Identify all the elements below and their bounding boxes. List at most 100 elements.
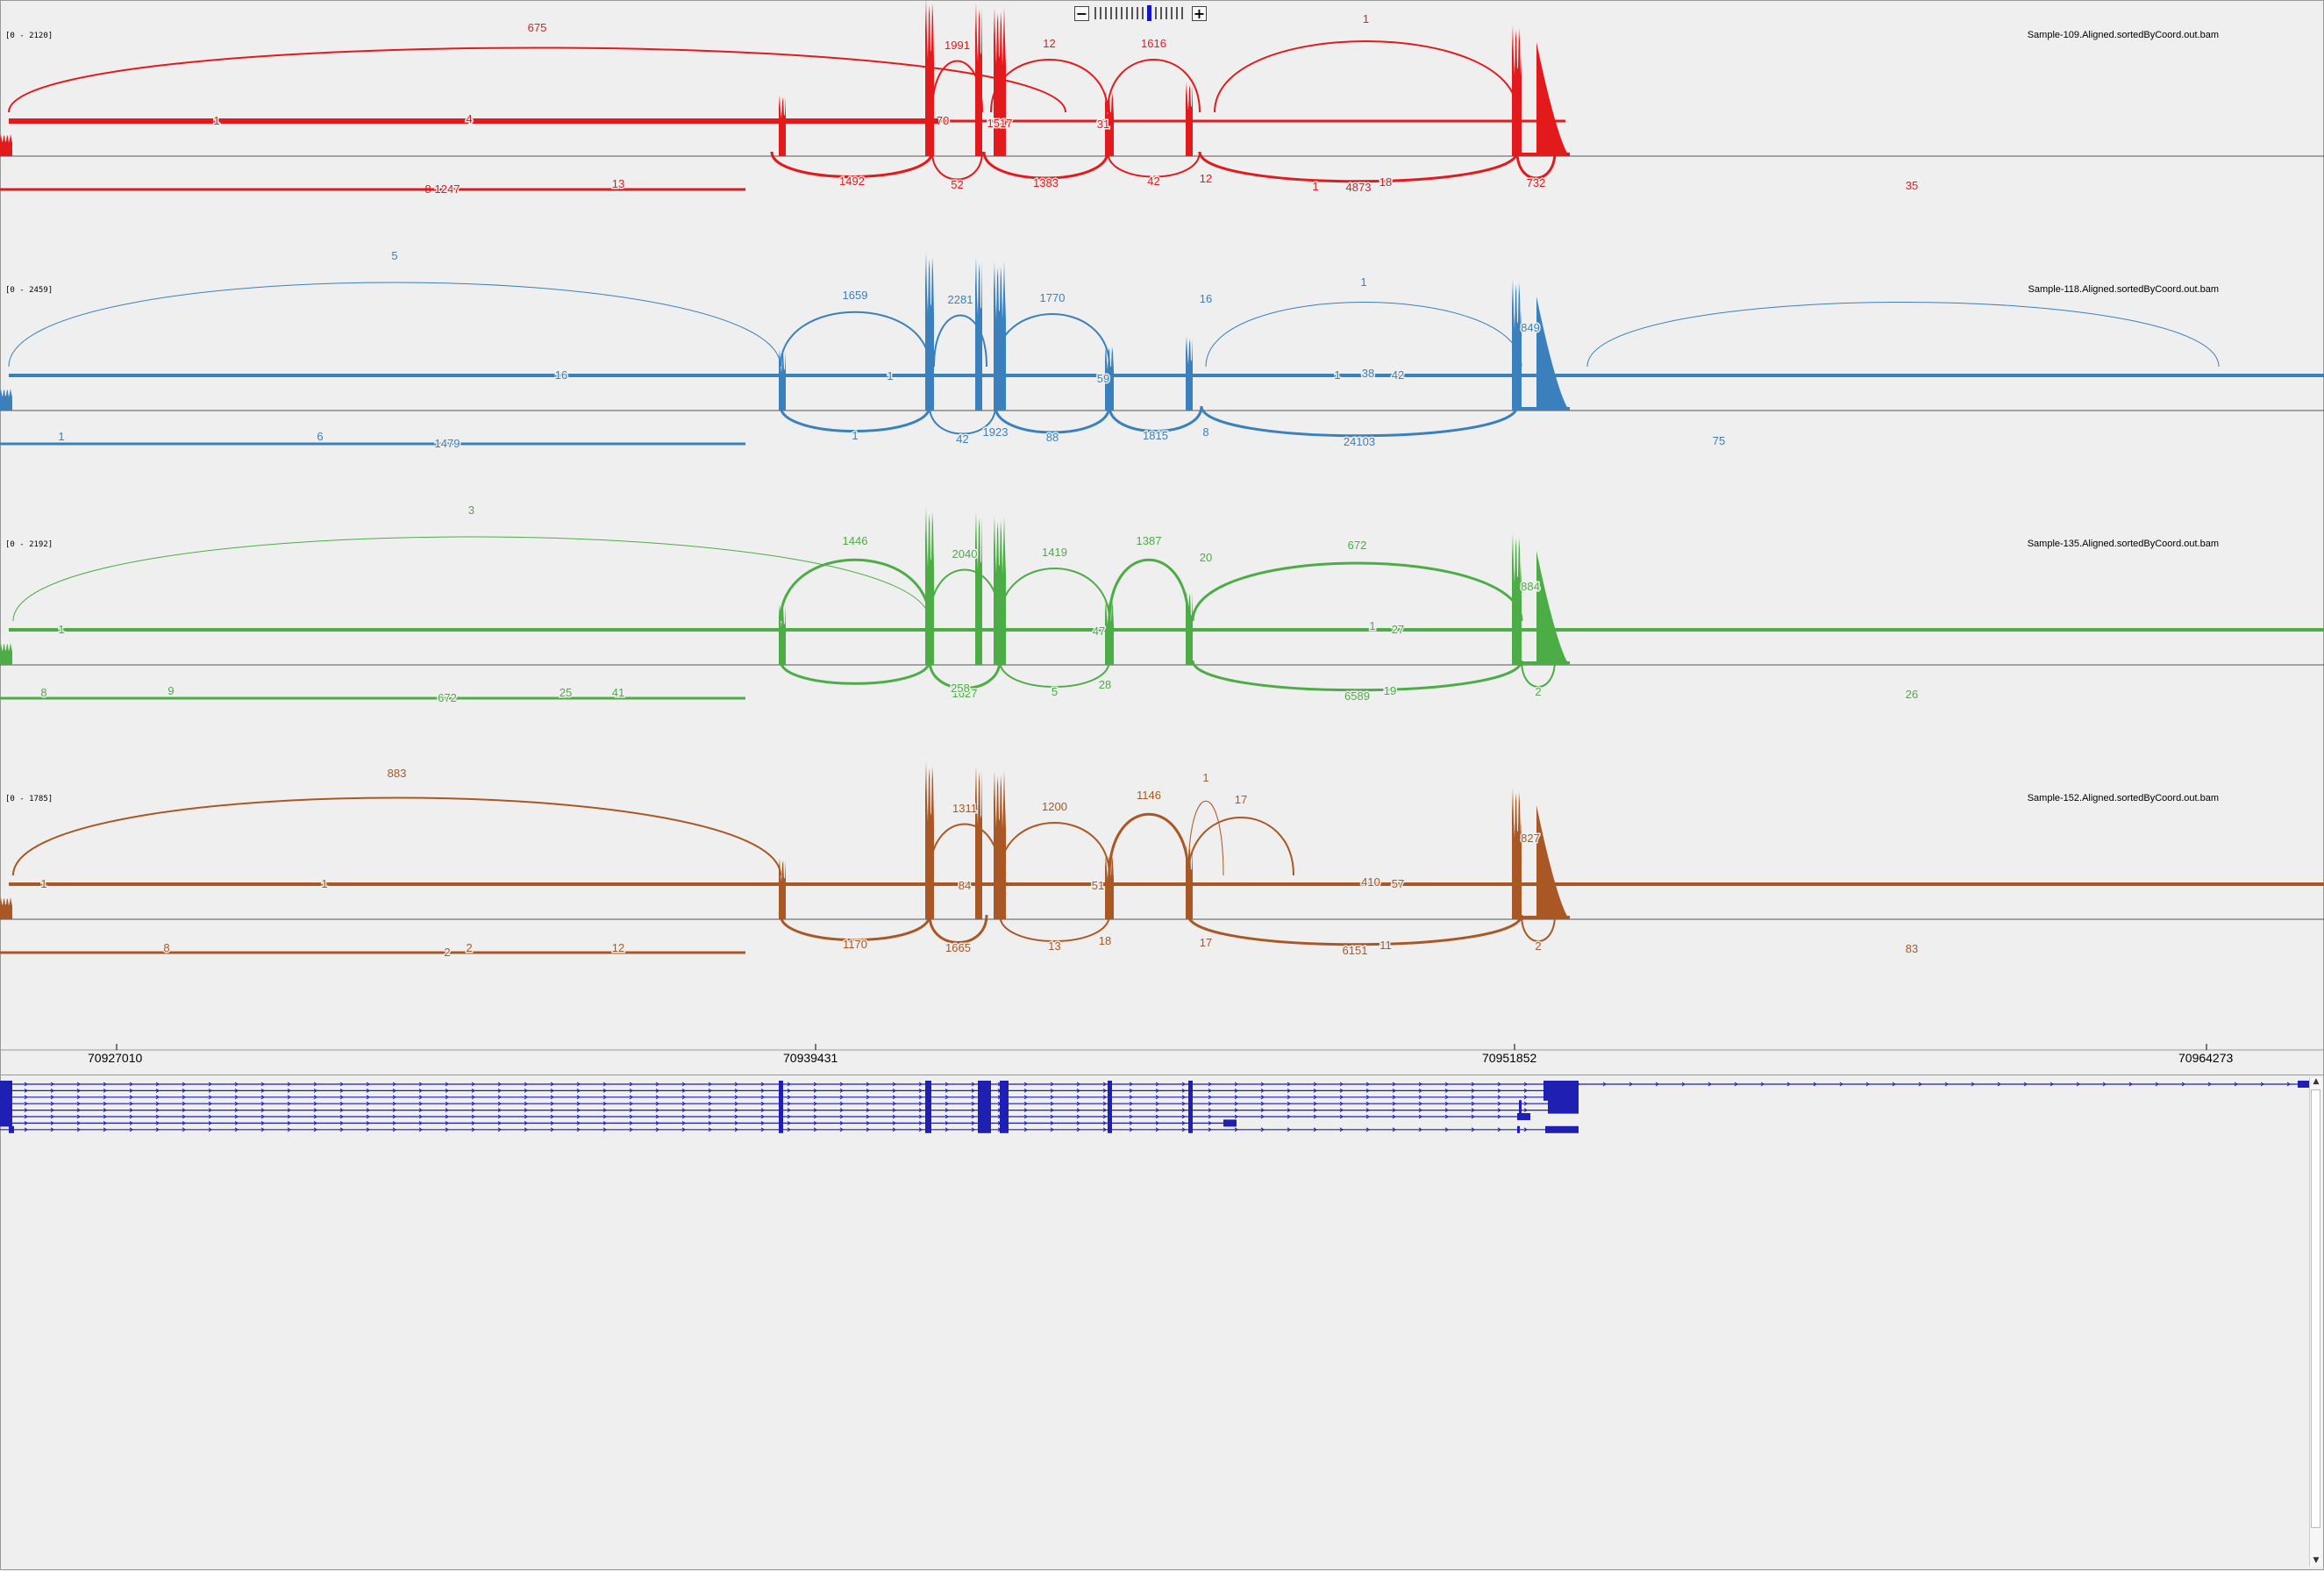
zoom-level-tick[interactable] (1126, 7, 1128, 19)
zoom-level-tick[interactable] (1116, 7, 1117, 19)
strand-arrow-icon (1260, 1108, 1265, 1113)
zoom-level-tick[interactable] (1176, 7, 1178, 19)
zoom-level-tick[interactable] (1171, 7, 1173, 19)
junction-arc[interactable] (1108, 558, 1190, 622)
junction-arc[interactable] (999, 568, 1110, 622)
strand-arrow-icon (339, 1120, 344, 1125)
strand-arrow-icon (813, 1082, 817, 1087)
zoom-level-tick[interactable] (1121, 7, 1123, 19)
scroll-up-icon[interactable]: ▲ (2313, 1077, 2320, 1086)
zoom-out-button[interactable]: − (1074, 4, 1089, 22)
zoom-level-tick[interactable] (1142, 7, 1144, 19)
junction-arc[interactable] (1187, 801, 1224, 876)
junction-arc[interactable] (8, 282, 781, 368)
junction-arc[interactable] (982, 151, 1109, 180)
junction-arc[interactable] (1108, 405, 1203, 432)
strand-arrow-icon (1655, 1082, 1659, 1087)
zoom-level-tick[interactable] (1181, 7, 1183, 19)
transcript-model[interactable] (0, 1087, 1579, 1095)
zoom-level-tick[interactable] (1100, 7, 1101, 19)
junction-arc[interactable] (779, 660, 931, 685)
exon-block (1108, 1093, 1112, 1101)
transcript-model[interactable] (0, 1106, 1579, 1114)
junction-arc[interactable] (1205, 302, 1522, 368)
strand-arrow-icon (497, 1108, 502, 1113)
junction-arc[interactable] (1187, 914, 1523, 946)
zoom-level-tick[interactable] (1147, 5, 1151, 21)
zoom-level-tick[interactable] (1131, 7, 1133, 19)
gene-model-canvas[interactable] (0, 1075, 2310, 1571)
junction-arc[interactable] (1200, 405, 1519, 438)
strand-arrow-icon (1313, 1127, 1317, 1132)
junction-arc[interactable] (931, 60, 983, 113)
junction-arc[interactable] (780, 311, 930, 368)
junction-arc[interactable] (12, 536, 930, 622)
junction-arc[interactable] (999, 822, 1110, 876)
zoom-level-tick[interactable] (1160, 7, 1162, 19)
junction-arc[interactable] (999, 914, 1110, 942)
transcript-model[interactable] (0, 1093, 1579, 1101)
strand-arrow-icon (866, 1082, 870, 1087)
junction-arc[interactable] (933, 314, 987, 368)
vertical-scrollbar[interactable]: ▲ ▼ (2309, 1077, 2322, 1567)
junction-arc[interactable] (779, 405, 931, 432)
transcript-model[interactable] (0, 1119, 1237, 1127)
zoom-level-tick[interactable] (1155, 7, 1157, 19)
junction-arc[interactable] (779, 914, 931, 941)
coverage-peak (0, 897, 12, 919)
zoom-level-tick[interactable] (1094, 7, 1096, 19)
junction-arc[interactable] (929, 823, 1001, 876)
junction-arc[interactable] (1187, 817, 1294, 876)
strand-arrow-icon (1471, 1082, 1475, 1087)
strand-arrow-icon (1629, 1082, 1633, 1087)
scroll-down-icon[interactable]: ▼ (2313, 1556, 2320, 1565)
strand-arrow-icon (1181, 1114, 1186, 1119)
junction-arc[interactable] (1214, 40, 1518, 113)
junction-arc[interactable] (994, 313, 1110, 368)
junction-arc[interactable] (1521, 660, 1556, 688)
track-name-label: Sample-135.Aligned.sortedByCoord.out.bam (2027, 539, 2219, 549)
junction-arc[interactable] (1515, 151, 1557, 180)
junction-arc[interactable] (990, 59, 1109, 113)
junction-arc[interactable] (8, 46, 1066, 113)
junction-count-label: 1383 (1033, 176, 1059, 189)
zoom-slider[interactable] (1094, 5, 1187, 21)
junction-arc[interactable] (1107, 151, 1201, 178)
scrollbar-thumb[interactable] (2311, 1089, 2320, 1528)
zoom-level-tick[interactable] (1110, 7, 1112, 19)
junction-arc[interactable] (12, 796, 781, 876)
junction-arc[interactable] (779, 558, 931, 622)
junction-arc[interactable] (1107, 59, 1201, 113)
junction-arc[interactable] (999, 660, 1110, 688)
junction-arc[interactable] (928, 914, 988, 944)
transcript-model[interactable] (0, 1081, 2310, 1088)
junction-arc[interactable] (931, 151, 983, 181)
zoom-level-tick[interactable] (1166, 7, 1167, 19)
junction-arc[interactable] (929, 568, 1001, 622)
junction-arc[interactable] (1191, 561, 1523, 622)
junction-arc[interactable] (1191, 660, 1523, 692)
junction-arc[interactable] (1108, 812, 1190, 876)
zoom-level-tick[interactable] (1105, 7, 1107, 19)
strand-arrow-icon (1971, 1082, 1975, 1087)
junction-arc[interactable] (928, 660, 1002, 689)
transcript-model[interactable] (0, 1113, 1530, 1120)
junction-arc[interactable] (1586, 302, 2220, 368)
strand-arrow-icon (1392, 1108, 1396, 1113)
strand-arrow-icon (1023, 1101, 1028, 1106)
junction-arc[interactable] (994, 405, 1111, 434)
transcript-model[interactable] (0, 1100, 1579, 1108)
strand-arrow-icon (1234, 1114, 1238, 1119)
zoom-in-button[interactable]: + (1192, 4, 1207, 22)
zoom-level-tick[interactable] (1137, 7, 1138, 19)
junction-arc[interactable] (770, 151, 934, 178)
junction-arc[interactable] (929, 405, 996, 435)
transcript-model[interactable] (0, 1125, 1579, 1133)
junction-arc[interactable] (1521, 914, 1556, 942)
junction-arc[interactable] (1198, 151, 1519, 183)
